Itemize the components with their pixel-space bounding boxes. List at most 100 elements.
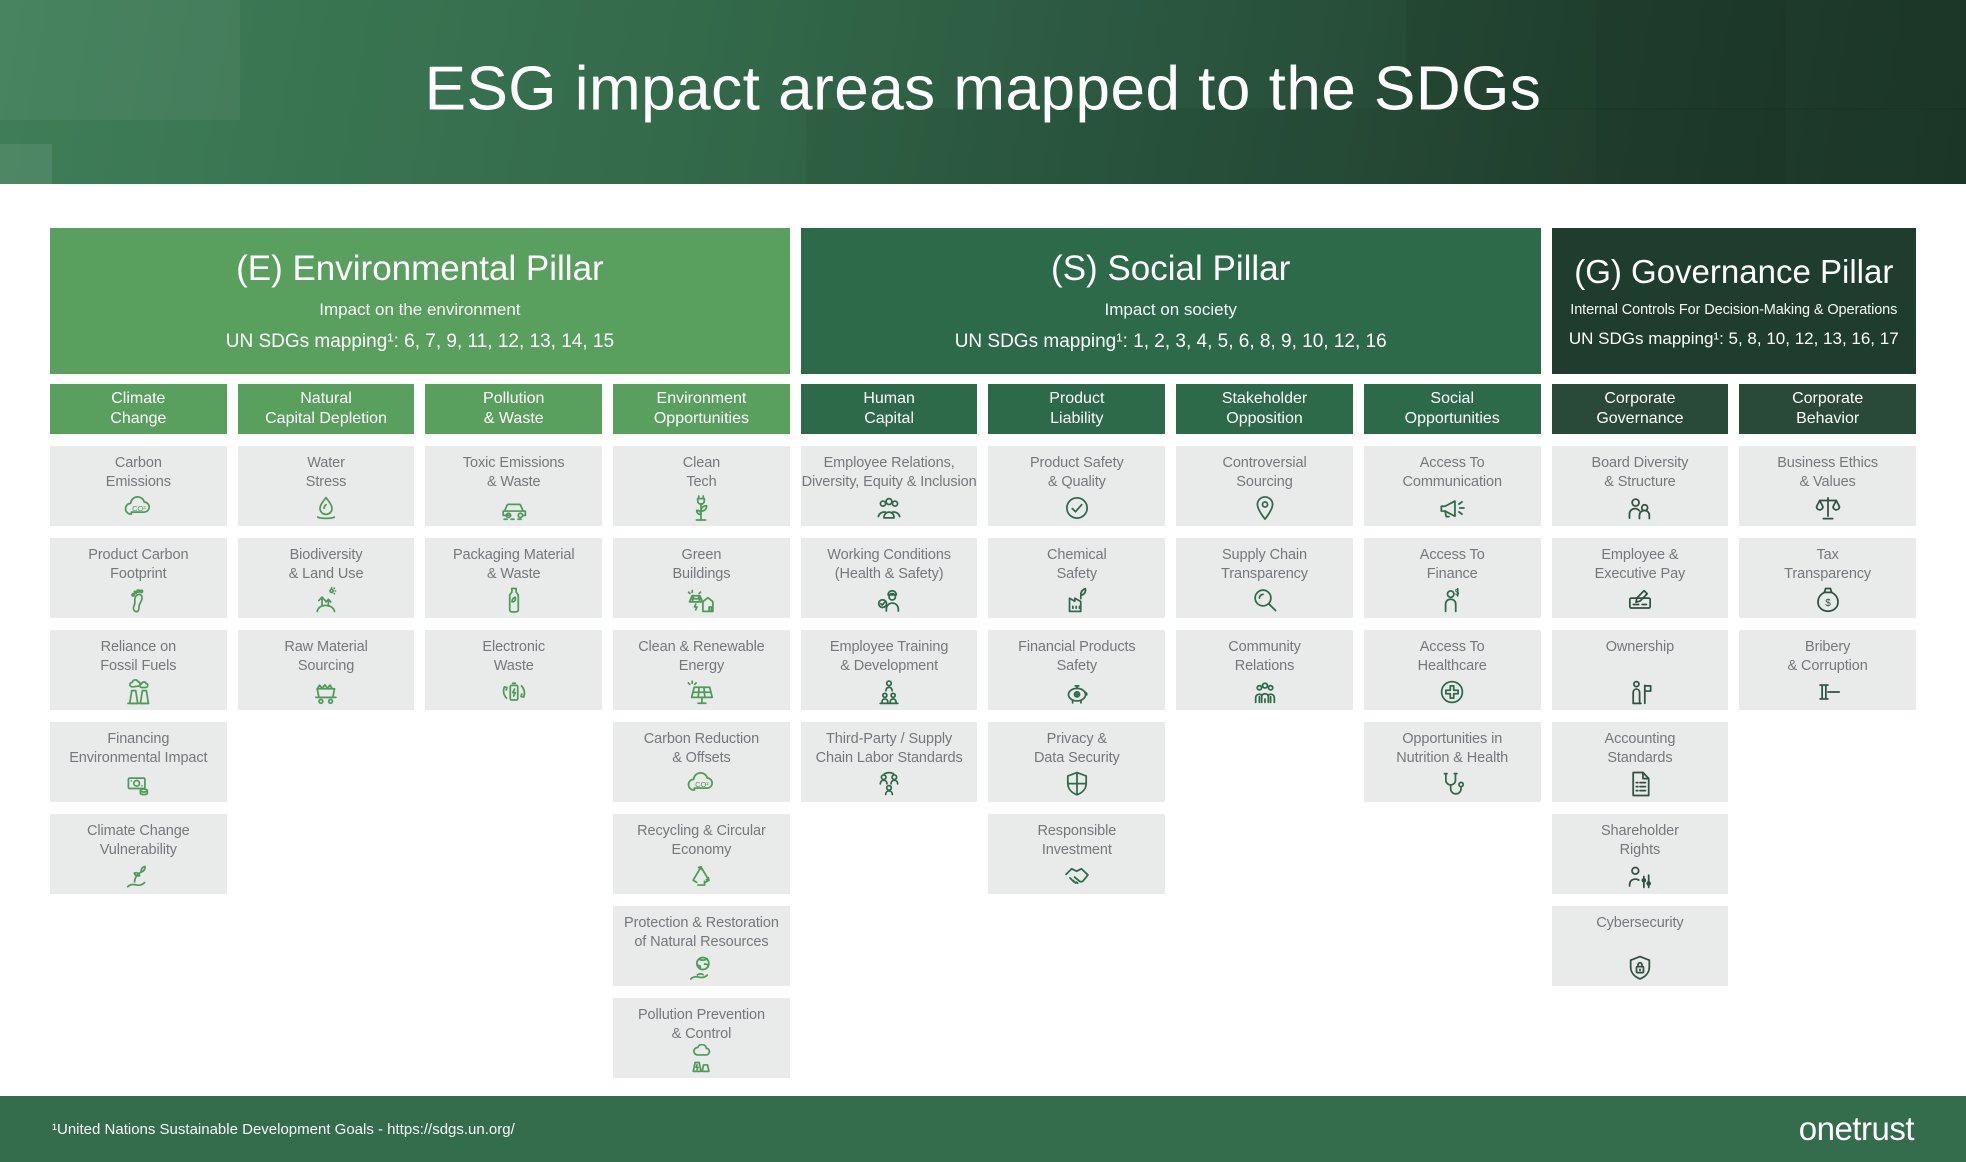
impact-area-label: Cybersecurity xyxy=(1596,915,1684,931)
worker-check-icon xyxy=(873,582,905,618)
bottle-icon xyxy=(498,582,530,618)
impact-area-card: Responsible Investment xyxy=(988,814,1166,894)
category-column: Corporate Governance Board Diversity & St… xyxy=(1551,384,1729,986)
recycle-icon xyxy=(685,858,717,894)
globe-hand-icon xyxy=(685,950,717,986)
impact-area-label: Water Stress xyxy=(305,455,347,491)
impact-area-label: Access To Healthcare xyxy=(1417,639,1487,675)
impact-area-card: Product Safety & Quality xyxy=(988,446,1166,526)
impact-area-label: Packaging Material & Waste xyxy=(452,547,575,583)
co2-cloud-icon: CO² xyxy=(122,490,154,526)
impact-area-card: Clean & Renewable Energy xyxy=(613,630,790,710)
impact-area-card: Reliance on Fossil Fuels xyxy=(50,630,227,710)
impact-area-card: Employee Training & Development xyxy=(800,630,978,710)
impact-area-label: Pollution Prevention & Control xyxy=(637,1007,765,1043)
gavel-icon xyxy=(1812,674,1844,710)
person-sliders-icon xyxy=(1624,858,1656,894)
stethoscope-icon xyxy=(1436,766,1468,802)
impact-area-label: Supply Chain Transparency xyxy=(1221,547,1308,583)
title-banner: ESG impact areas mapped to the SDGs xyxy=(0,0,1966,184)
svg-text:$: $ xyxy=(1825,598,1831,609)
category-header: Product Liability xyxy=(988,384,1166,434)
impact-area-label: Community Relations xyxy=(1228,639,1301,675)
impact-area-card: Privacy & Data Security xyxy=(988,722,1166,802)
impact-area-card: Employee Relations, Diversity, Equity & … xyxy=(800,446,978,526)
impact-area-label: Bribery & Corruption xyxy=(1787,639,1868,675)
check-circle-icon xyxy=(1061,490,1093,526)
people-group-icon xyxy=(873,490,905,526)
svg-text:CO²: CO² xyxy=(132,504,146,513)
impact-area-card: Climate Change Vulnerability xyxy=(50,814,227,894)
impact-area-label: Raw Material Sourcing xyxy=(284,639,368,675)
category-column: Environment Opportunities Clean Tech Green… xyxy=(613,384,790,1078)
impact-area-label: Green Buildings xyxy=(672,547,731,583)
pillar-subtitle: Impact on society xyxy=(1104,300,1237,319)
impact-area-label: Access To Finance xyxy=(1419,547,1485,583)
pillar-sdg-mapping: UN SDGs mapping¹: 1, 2, 3, 4, 5, 6, 8, 9… xyxy=(954,331,1387,352)
megaphone-icon xyxy=(1436,490,1468,526)
hand-sprout-icon xyxy=(122,858,154,894)
banknote-coins-icon xyxy=(122,766,154,802)
impact-area-card: Green Buildings xyxy=(613,538,790,618)
onetrust-logo: onetrust xyxy=(1798,1110,1915,1147)
pillar-columns: Human Capital Employee Relations, Diversi… xyxy=(800,384,1541,894)
impact-area-label: Business Ethics & Values xyxy=(1777,455,1879,491)
impact-area-label: Shareholder Rights xyxy=(1600,823,1679,859)
impact-area-card: Access To Healthcare xyxy=(1363,630,1541,710)
page-title: ESG impact areas mapped to the SDGs xyxy=(424,54,1542,124)
impact-area-card: Water Stress xyxy=(237,446,415,526)
pillar-subtitle: Impact on the environment xyxy=(319,300,521,319)
car-emissions-icon xyxy=(498,490,530,526)
impact-area-label: Carbon Emissions xyxy=(105,455,171,491)
impact-area-card: Financing Environmental Impact xyxy=(50,722,227,802)
impact-area-card: Cybersecurity xyxy=(1551,906,1729,986)
solar-house-icon xyxy=(685,582,717,618)
solar-panel-icon xyxy=(685,674,717,710)
impact-area-card: Product Carbon Footprint xyxy=(50,538,227,618)
community-icon xyxy=(1249,674,1281,710)
pillar-title: (G) Governance Pillar xyxy=(1574,253,1894,290)
piggy-bank-icon xyxy=(1061,674,1093,710)
plant-plug-icon xyxy=(685,490,717,526)
pillar-environmental-header: (E) Environmental Pillar Impact on the en… xyxy=(50,228,790,374)
impact-area-card: Chemical Safety xyxy=(988,538,1166,618)
impact-area-label: Board Diversity & Structure xyxy=(1591,455,1689,491)
impact-area-label: Working Conditions (Health & Safety) xyxy=(827,547,951,583)
document-checklist-icon xyxy=(1624,766,1656,802)
pillars-board: (E) Environmental Pillar Impact on the en… xyxy=(0,228,1966,1078)
category-header: Climate Change xyxy=(50,384,227,434)
trees-icon xyxy=(310,582,342,618)
impact-area-card: Board Diversity & Structure xyxy=(1551,446,1729,526)
impact-area-card: Packaging Material & Waste xyxy=(425,538,603,618)
impact-area-card: Toxic Emissions & Waste xyxy=(425,446,603,526)
impact-area-label: Product Carbon Footprint xyxy=(88,547,189,583)
impact-area-label: Employee Training & Development xyxy=(829,639,949,675)
pillar-title: (E) Environmental Pillar xyxy=(236,249,604,288)
impact-area-card: Controversial Sourcing xyxy=(1176,446,1353,526)
impact-area-label: Third-Party / Supply Chain Labor Standar… xyxy=(815,731,963,767)
impact-area-label: Access To Communication xyxy=(1402,455,1502,491)
impact-area-label: Product Safety & Quality xyxy=(1029,455,1124,491)
impact-area-card: Carbon Reduction & Offsets CO² xyxy=(613,722,790,802)
pillar-title: (S) Social Pillar xyxy=(1051,249,1291,288)
handshake-icon xyxy=(1061,858,1093,894)
category-column: Product Liability Product Safety & Qualit… xyxy=(988,384,1166,894)
pillar-sdg-mapping: UN SDGs mapping¹: 5, 8, 10, 12, 13, 16, … xyxy=(1568,329,1899,348)
pillar-environmental: (E) Environmental Pillar Impact on the en… xyxy=(50,228,790,1078)
battery-recycle-icon xyxy=(498,674,530,710)
impact-area-label: Carbon Reduction & Offsets xyxy=(643,731,760,767)
impact-area-card: Access To Communication xyxy=(1363,446,1541,526)
impact-area-card: Accounting Standards xyxy=(1551,722,1729,802)
category-header: Human Capital xyxy=(800,384,978,434)
pillar-columns: Climate Change Carbon Emissions CO² Product… xyxy=(50,384,790,1078)
category-header: Natural Capital Depletion xyxy=(237,384,415,434)
power-plant-icon xyxy=(122,674,154,710)
impact-area-label: Employee Relations, Diversity, Equity & … xyxy=(801,455,977,491)
footer-bar: ¹United Nations Sustainable Development … xyxy=(0,1096,1966,1162)
impact-area-label: Opportunities in Nutrition & Health xyxy=(1396,731,1509,767)
pillar-social-header: (S) Social Pillar Impact on society UN SDG… xyxy=(800,228,1541,374)
mining-cart-icon xyxy=(310,674,342,710)
pillar-sdg-mapping: UN SDGs mapping¹: 6, 7, 9, 11, 12, 13, 1… xyxy=(225,331,615,352)
impact-area-label: Chemical Safety xyxy=(1047,547,1107,583)
